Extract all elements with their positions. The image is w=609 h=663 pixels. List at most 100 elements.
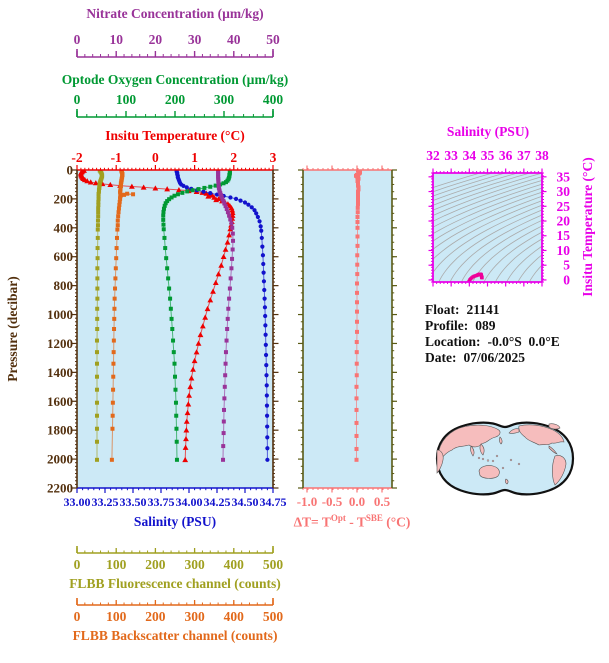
svg-text:33.00: 33.00 <box>64 495 91 509</box>
fluorescence-axis: 0 100 200 300 400 500 <box>74 546 284 572</box>
map-landmass <box>505 478 509 485</box>
svg-text:100: 100 <box>116 92 137 107</box>
svg-text:34.00: 34.00 <box>176 495 203 509</box>
oxygen-axis-title: Optode Oxygen Concentration (µm/kg) <box>61 72 289 87</box>
map-island <box>517 462 521 466</box>
delta-t-plot <box>354 170 362 462</box>
svg-text:33: 33 <box>444 148 458 163</box>
svg-text:40: 40 <box>227 32 241 47</box>
svg-text:30: 30 <box>188 32 202 47</box>
nitrate-series <box>216 170 236 462</box>
svg-text:0: 0 <box>74 92 81 107</box>
svg-text:50: 50 <box>266 32 280 47</box>
svg-text:100: 100 <box>106 557 127 572</box>
svg-text:200: 200 <box>165 92 186 107</box>
svg-text:1: 1 <box>191 150 198 165</box>
svg-text:1600: 1600 <box>47 394 73 409</box>
svg-text:0: 0 <box>152 150 159 165</box>
svg-text:35: 35 <box>557 169 571 184</box>
svg-text:36: 36 <box>499 148 513 163</box>
pressure-axis-title: Pressure (decibar) <box>5 276 20 382</box>
nitrate-axis: 0 10 20 30 40 50 <box>74 32 280 58</box>
salinity-series <box>174 170 270 462</box>
svg-text:100: 100 <box>106 609 127 624</box>
delta-t-sup-sbe: SBE <box>365 513 383 523</box>
location-value: -0.0°S 0.0°E <box>487 334 560 349</box>
svg-text:33.25: 33.25 <box>92 495 119 509</box>
svg-text:33.50: 33.50 <box>120 495 147 509</box>
svg-text:33.75: 33.75 <box>148 495 175 509</box>
svg-text:1400: 1400 <box>47 365 73 380</box>
delta-t-title-part: ΔT= T <box>293 514 331 530</box>
map-landmass <box>470 445 475 457</box>
svg-text:800: 800 <box>54 278 74 293</box>
salinity-axis-title: Salinity (PSU) <box>133 514 217 529</box>
map-island <box>509 458 513 462</box>
profile-label: Profile: <box>425 318 469 333</box>
map-landmass <box>479 443 485 456</box>
svg-text:3: 3 <box>270 150 277 165</box>
delta_t-series <box>354 170 362 462</box>
map-landmass <box>436 449 444 474</box>
svg-text:300: 300 <box>184 609 205 624</box>
temperature-axis-title: Insitu Temperature (°C) <box>105 128 245 143</box>
svg-text:15: 15 <box>557 228 571 243</box>
map-landmass <box>499 436 503 445</box>
float-value: 21141 <box>466 302 500 317</box>
nitrate-axis-title: Nitrate Concentration (µm/kg) <box>86 6 264 21</box>
float-info-block: Float: 21141 Profile: 089 Location: -0.0°S … <box>425 302 560 366</box>
svg-text:0.5: 0.5 <box>374 494 391 509</box>
svg-text:34.25: 34.25 <box>204 495 231 509</box>
delta-t-sup-opt: Opt <box>330 513 346 523</box>
svg-text:2: 2 <box>230 150 237 165</box>
svg-text:25: 25 <box>557 199 571 214</box>
map-landmass <box>548 445 558 455</box>
fluorescence-axis-title: FLBB Fluorescence channel (counts) <box>69 576 281 591</box>
map-landmass <box>548 423 561 430</box>
svg-text:10: 10 <box>557 243 571 258</box>
world-map <box>435 421 575 496</box>
location-line: Location: -0.0°S 0.0°E <box>425 334 560 350</box>
delta-t-panel-frame: -1.0 -0.5 0.0 0.5 <box>297 165 397 509</box>
svg-text:-2: -2 <box>71 150 82 165</box>
ts-scatter <box>466 272 484 282</box>
svg-text:1800: 1800 <box>47 423 73 438</box>
svg-text:38: 38 <box>535 148 549 163</box>
map-island <box>501 466 505 470</box>
svg-text:35: 35 <box>481 148 495 163</box>
svg-text:500: 500 <box>263 557 284 572</box>
map-island <box>486 459 490 462</box>
date-label: Date: <box>425 350 457 365</box>
panel-backgrounds <box>77 170 542 488</box>
map-island <box>477 456 481 460</box>
svg-text:400: 400 <box>54 220 74 235</box>
location-label: Location: <box>425 334 481 349</box>
date-line: Date: 07/06/2025 <box>425 350 560 366</box>
svg-text:37: 37 <box>517 148 531 163</box>
svg-text:32: 32 <box>426 148 440 163</box>
profile-value: 089 <box>475 318 496 333</box>
map-island <box>491 459 495 463</box>
svg-text:30: 30 <box>557 184 571 199</box>
ts-salinity-axis-title: Salinity (PSU) <box>446 124 530 139</box>
svg-text:34: 34 <box>463 148 477 163</box>
svg-text:20: 20 <box>149 32 163 47</box>
svg-text:0: 0 <box>74 557 81 572</box>
svg-text:34.50: 34.50 <box>232 495 259 509</box>
map-landmass <box>437 424 501 464</box>
float-id-line: Float: 21141 <box>425 302 560 318</box>
fluorescence-series <box>94 170 105 462</box>
map-landmass <box>508 428 520 434</box>
svg-text:200: 200 <box>145 609 166 624</box>
delta-t-axis-title: ΔT= TOpt - TSBE (°C) <box>294 513 411 531</box>
svg-text:-0.5: -0.5 <box>322 494 343 509</box>
svg-text:1200: 1200 <box>47 336 73 351</box>
svg-text:0: 0 <box>74 32 81 47</box>
oxygen-series <box>161 170 232 462</box>
float-label: Float: <box>425 302 460 317</box>
svg-text:10: 10 <box>109 32 123 47</box>
backscatter-axis: 0 100 200 300 400 500 <box>74 598 283 624</box>
